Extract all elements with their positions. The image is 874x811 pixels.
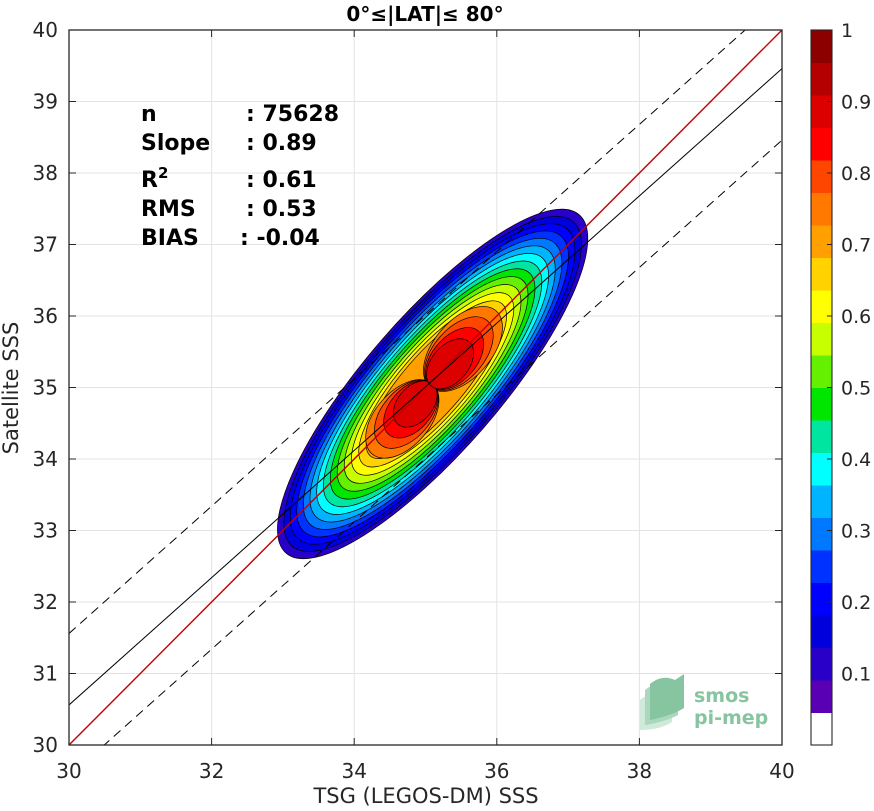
identity-line — [69, 30, 782, 745]
colorbar-swatch — [811, 452, 832, 486]
x-tick-label: 34 — [341, 759, 366, 783]
stat-label: RMS — [141, 197, 196, 222]
lower-bound-line — [103, 139, 782, 745]
colorbar-swatch — [811, 647, 832, 681]
colorbar-swatch — [811, 615, 832, 648]
colorbar-swatch — [811, 257, 832, 291]
regression-line — [69, 68, 782, 706]
y-tick-label: 37 — [33, 233, 58, 257]
stat-value: : 0.89 — [246, 131, 317, 156]
x-tick-label: 40 — [769, 759, 794, 783]
colorbar-swatch — [811, 322, 832, 356]
colorbar-swatch — [811, 160, 832, 193]
y-axis-label: Satellite SSS — [0, 322, 23, 455]
x-axis-label: TSG (LEGOS-DM) SSS — [312, 784, 538, 808]
colorbar-tick-label: 0.6 — [841, 306, 871, 328]
x-tick-label: 30 — [56, 759, 81, 783]
colorbar-tick-label: 0.8 — [841, 163, 871, 185]
chart-title: 0°≤|LAT|≤ 80° — [346, 2, 503, 26]
density-contours — [277, 208, 589, 560]
colorbar-tick-label: 0.7 — [841, 235, 871, 257]
y-axis-ticks: 30 31 32 33 34 35 36 37 38 39 40 — [33, 18, 782, 757]
stat-label: n — [141, 102, 157, 127]
logo-line-smos: smos — [694, 685, 749, 707]
colorbar-swatch — [811, 30, 832, 63]
y-tick-label: 32 — [33, 590, 58, 614]
logo-wave-icon — [640, 674, 684, 730]
colorbar-swatch — [811, 712, 832, 746]
colorbar-swatch — [811, 485, 832, 518]
logo-line-pimep: pi-mep — [694, 707, 768, 729]
x-axis-ticks: 30 32 34 36 38 40 — [56, 30, 795, 783]
y-tick-label: 35 — [33, 376, 58, 400]
colorbar-ticks: 0.1 0.2 0.3 0.4 0.5 0.6 0.7 0.8 0.9 1 — [827, 20, 871, 686]
stat-value: : 0.61 — [246, 168, 317, 193]
stat-label-superscript: 2 — [158, 164, 168, 182]
y-tick-label: 38 — [33, 161, 58, 185]
y-tick-label: 40 — [33, 18, 58, 42]
colorbar-swatch — [811, 225, 832, 258]
y-tick-label: 39 — [33, 90, 58, 114]
stat-value: : 75628 — [246, 102, 339, 127]
colorbar-swatch — [811, 127, 832, 161]
smos-pimep-logo: smos pi-mep — [640, 674, 768, 730]
colorbar-tick-label: 0.4 — [841, 449, 871, 471]
colorbar-swatch — [811, 62, 832, 96]
stat-value: : 0.53 — [246, 197, 317, 222]
stat-label: Slope — [141, 131, 210, 156]
colorbar-swatch — [811, 192, 832, 226]
colorbar-swatch — [811, 387, 832, 421]
y-tick-label: 36 — [33, 304, 58, 328]
colorbar-swatch — [811, 355, 832, 388]
x-tick-label: 32 — [199, 759, 224, 783]
colorbar-tick-label: 0.1 — [841, 664, 871, 686]
colorbar-swatch — [811, 517, 832, 551]
y-tick-label: 33 — [33, 519, 58, 543]
colorbar-swatch — [811, 582, 832, 616]
x-tick-label: 36 — [484, 759, 509, 783]
colorbar — [811, 30, 832, 746]
colorbar-tick-label: 0.2 — [841, 592, 871, 614]
colorbar-tick-label: 0.9 — [841, 92, 871, 114]
y-tick-label: 34 — [33, 447, 58, 471]
stat-label: BIAS — [141, 226, 199, 251]
colorbar-swatch — [811, 95, 832, 128]
y-tick-label: 30 — [33, 733, 58, 757]
colorbar-tick-label: 1 — [841, 20, 853, 42]
y-tick-label: 31 — [33, 662, 58, 686]
colorbar-swatch — [811, 290, 832, 323]
colorbar-swatch — [811, 680, 832, 713]
x-tick-label: 38 — [627, 759, 652, 783]
colorbar-tick-label: 0.5 — [841, 378, 871, 400]
upper-bound-line — [69, 30, 746, 634]
colorbar-swatch — [811, 420, 832, 453]
stat-value: : -0.04 — [240, 226, 320, 251]
colorbar-tick-label: 0.3 — [841, 521, 871, 543]
reference-lines — [69, 30, 782, 745]
colorbar-swatch — [811, 550, 832, 583]
